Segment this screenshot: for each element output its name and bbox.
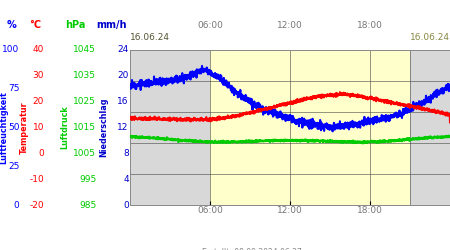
- Text: 16.06.24: 16.06.24: [130, 33, 170, 42]
- Text: 50: 50: [8, 123, 19, 132]
- Text: Erstellt: 08.09.2024 06:27: Erstellt: 08.09.2024 06:27: [202, 248, 302, 250]
- Text: 0: 0: [123, 200, 129, 209]
- Text: 1005: 1005: [73, 149, 96, 158]
- Text: 06:00: 06:00: [197, 21, 223, 30]
- Text: 1015: 1015: [73, 123, 96, 132]
- Text: 12:00: 12:00: [277, 21, 303, 30]
- Text: 1045: 1045: [73, 46, 96, 54]
- Text: 1035: 1035: [73, 71, 96, 80]
- Bar: [410, 50, 450, 205]
- Text: Luftfeuchtigkeit: Luftfeuchtigkeit: [0, 91, 9, 164]
- Text: 16.06.24: 16.06.24: [410, 33, 450, 42]
- Text: 16: 16: [117, 97, 129, 106]
- Text: 24: 24: [117, 46, 129, 54]
- Text: 40: 40: [33, 46, 44, 54]
- Text: 75: 75: [8, 84, 19, 93]
- Text: 0: 0: [38, 149, 44, 158]
- Text: 1025: 1025: [73, 97, 96, 106]
- Text: %: %: [7, 20, 17, 30]
- Text: Temperatur: Temperatur: [20, 101, 29, 154]
- Text: 12: 12: [117, 123, 129, 132]
- Text: 995: 995: [79, 175, 96, 184]
- Text: 100: 100: [2, 46, 19, 54]
- Text: 8: 8: [123, 149, 129, 158]
- Text: Luftdruck: Luftdruck: [60, 106, 69, 149]
- Text: °C: °C: [29, 20, 41, 30]
- Text: 4: 4: [123, 175, 129, 184]
- Text: 20: 20: [33, 97, 44, 106]
- Bar: [210, 50, 410, 205]
- Text: Niederschlag: Niederschlag: [99, 98, 108, 157]
- Text: -10: -10: [29, 175, 44, 184]
- Text: -20: -20: [30, 200, 44, 209]
- Text: 20: 20: [117, 71, 129, 80]
- Text: 10: 10: [33, 123, 44, 132]
- Text: 18:00: 18:00: [357, 21, 383, 30]
- Text: hPa: hPa: [65, 20, 86, 30]
- Text: mm/h: mm/h: [97, 20, 127, 30]
- Text: 30: 30: [33, 71, 44, 80]
- Text: 0: 0: [14, 200, 19, 209]
- Text: 985: 985: [79, 200, 96, 209]
- Text: 25: 25: [8, 162, 19, 171]
- Bar: [130, 50, 210, 205]
